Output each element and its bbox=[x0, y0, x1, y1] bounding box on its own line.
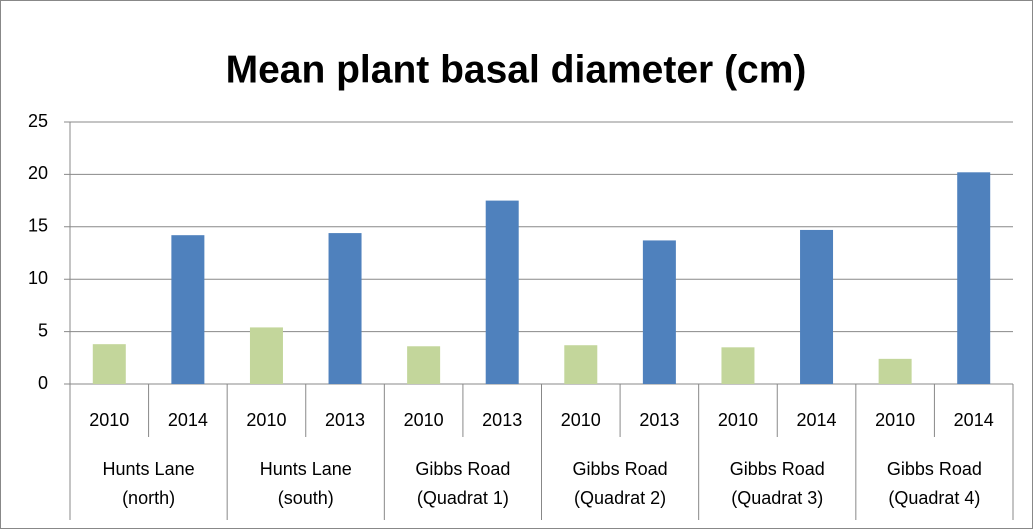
bar bbox=[878, 358, 912, 384]
y-tick-label: 25 bbox=[28, 111, 48, 131]
bar bbox=[328, 233, 362, 384]
bar bbox=[407, 346, 441, 384]
group-label: Gibbs Road (Quadrat 4) bbox=[886, 459, 982, 508]
chart-title: Mean plant basal diameter (cm) bbox=[226, 48, 807, 91]
x-tick-label: 2010 bbox=[246, 410, 286, 430]
bar bbox=[485, 200, 519, 384]
group-label: Hunts Lane (north) bbox=[102, 459, 195, 508]
y-tick-label: 15 bbox=[28, 216, 48, 236]
x-tick-label: 2010 bbox=[89, 410, 129, 430]
x-tick-label: 2013 bbox=[639, 410, 679, 430]
x-tick-label: 2014 bbox=[797, 410, 837, 430]
y-tick-label: 20 bbox=[28, 163, 48, 183]
x-tick-label: 2013 bbox=[482, 410, 522, 430]
group-label: Gibbs Road (Quadrat 1) bbox=[415, 459, 511, 508]
y-tick-label: 0 bbox=[38, 373, 48, 393]
y-tick-label: 10 bbox=[28, 268, 48, 288]
bar bbox=[92, 344, 126, 384]
group-label: Gibbs Road (Quadrat 2) bbox=[572, 459, 668, 508]
group-label: Gibbs Road (Quadrat 3) bbox=[729, 459, 825, 508]
group-label: Hunts Lane (south) bbox=[259, 459, 352, 508]
y-tick-label: 5 bbox=[38, 320, 48, 340]
bar bbox=[642, 240, 676, 384]
bar bbox=[800, 229, 834, 384]
bar bbox=[721, 347, 755, 384]
x-tick-label: 2014 bbox=[168, 410, 208, 430]
bar bbox=[564, 345, 598, 384]
bar bbox=[171, 235, 205, 384]
x-tick-label: 2010 bbox=[404, 410, 444, 430]
x-tick-label: 2010 bbox=[561, 410, 601, 430]
x-tick-label: 2010 bbox=[718, 410, 758, 430]
x-tick-label: 2010 bbox=[875, 410, 915, 430]
x-tick-label: 2013 bbox=[325, 410, 365, 430]
bar bbox=[957, 172, 991, 384]
bar bbox=[249, 327, 283, 384]
x-tick-label: 2014 bbox=[954, 410, 994, 430]
